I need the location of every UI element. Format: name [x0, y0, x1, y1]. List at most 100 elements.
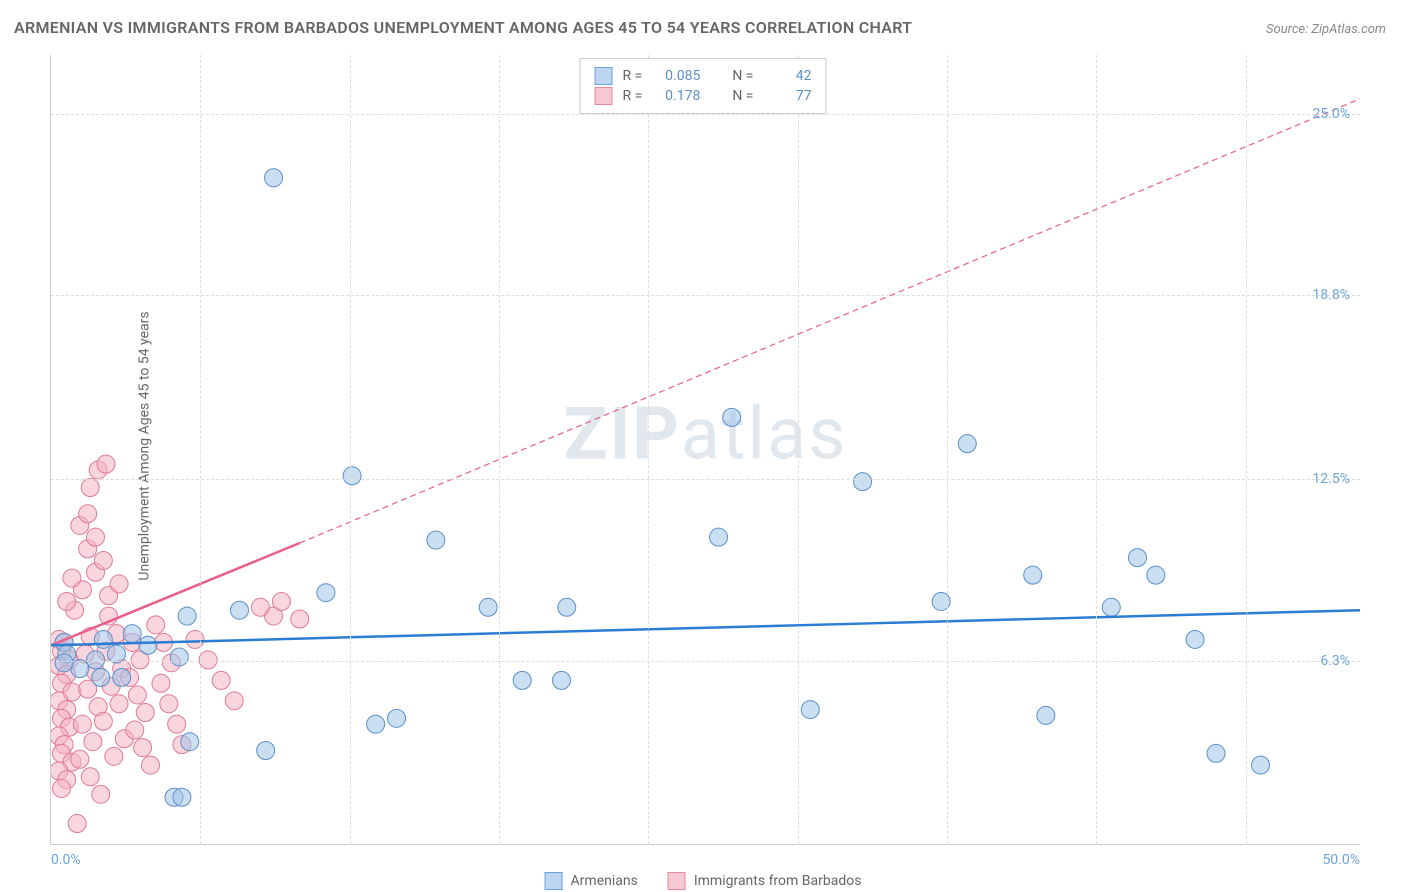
series-label: Immigrants from Barbados: [694, 873, 862, 889]
chart-title: ARMENIAN VS IMMIGRANTS FROM BARBADOS UNE…: [14, 18, 912, 37]
n-value: 77: [763, 88, 811, 104]
n-label: N =: [732, 68, 753, 84]
gridline-vertical: [648, 55, 649, 844]
data-point: [958, 435, 976, 453]
data-point: [723, 408, 741, 426]
data-point: [128, 686, 146, 704]
correlation-legend-row: R = 0.085 N = 42: [595, 67, 812, 85]
data-point: [55, 654, 73, 672]
data-point: [134, 739, 152, 757]
data-point: [1128, 549, 1146, 567]
data-point: [173, 788, 191, 806]
data-point: [257, 742, 275, 760]
data-point: [212, 671, 230, 689]
data-point: [553, 671, 571, 689]
y-tick-label: 6.3%: [1320, 653, 1350, 669]
data-point: [152, 674, 170, 692]
data-point: [110, 575, 128, 593]
x-tick-label: 50.0%: [1322, 852, 1360, 868]
data-point: [71, 750, 89, 768]
data-point: [63, 569, 81, 587]
data-point: [558, 598, 576, 616]
data-point: [1037, 706, 1055, 724]
data-point: [854, 473, 872, 491]
data-point: [317, 584, 335, 602]
r-label: R =: [623, 68, 643, 84]
x-tick-label: 0.0%: [51, 852, 81, 868]
data-point: [272, 592, 290, 610]
data-point: [141, 756, 159, 774]
legend-swatch: [595, 87, 613, 105]
data-point: [160, 695, 178, 713]
data-point: [123, 625, 141, 643]
data-point: [1102, 598, 1120, 616]
data-point: [367, 715, 385, 733]
data-point: [710, 528, 728, 546]
source-attribution: Source: ZipAtlas.com: [1266, 22, 1386, 37]
data-point: [388, 709, 406, 727]
data-point: [343, 467, 361, 485]
regression-line: [300, 99, 1360, 543]
correlation-legend: R = 0.085 N = 42 R = 0.178 N = 77: [580, 58, 827, 114]
data-point: [81, 479, 99, 497]
legend-swatch: [595, 67, 613, 85]
series-legend-item: Immigrants from Barbados: [668, 872, 862, 890]
data-point: [1207, 744, 1225, 762]
gridline-vertical: [200, 55, 201, 844]
data-point: [97, 455, 115, 473]
series-label: Armenians: [571, 873, 638, 889]
data-point: [110, 695, 128, 713]
data-point: [84, 733, 102, 751]
y-tick-label: 18.8%: [1312, 287, 1350, 303]
gridline-horizontal: [51, 479, 1360, 480]
data-point: [94, 552, 112, 570]
data-point: [1024, 566, 1042, 584]
correlation-chart: ARMENIAN VS IMMIGRANTS FROM BARBADOS UNE…: [0, 0, 1406, 892]
data-point: [181, 733, 199, 751]
data-point: [68, 815, 86, 833]
r-value: 0.085: [652, 68, 700, 84]
data-point: [136, 704, 154, 722]
data-point: [801, 701, 819, 719]
plot-svg: [51, 55, 1360, 844]
r-value: 0.178: [652, 88, 700, 104]
gridline-horizontal: [51, 295, 1360, 296]
gridline-horizontal: [51, 661, 1360, 662]
data-point: [79, 505, 97, 523]
data-point: [168, 715, 186, 733]
data-point: [291, 610, 309, 628]
data-point: [52, 779, 70, 797]
data-point: [225, 692, 243, 710]
data-point: [1252, 756, 1270, 774]
data-point: [231, 601, 249, 619]
data-point: [58, 592, 76, 610]
legend-swatch: [545, 872, 563, 890]
gridline-vertical: [350, 55, 351, 844]
gridline-vertical: [798, 55, 799, 844]
correlation-legend-row: R = 0.178 N = 77: [595, 87, 812, 105]
gridline-vertical: [1246, 55, 1247, 844]
data-point: [94, 630, 112, 648]
gridline-vertical: [1096, 55, 1097, 844]
data-point: [170, 648, 188, 666]
data-point: [1147, 566, 1165, 584]
data-point: [479, 598, 497, 616]
data-point: [94, 712, 112, 730]
data-point: [87, 528, 105, 546]
data-point: [147, 616, 165, 634]
data-point: [513, 671, 531, 689]
r-label: R =: [623, 88, 643, 104]
data-point: [73, 715, 91, 733]
n-value: 42: [763, 68, 811, 84]
n-label: N =: [732, 88, 753, 104]
plot-area: ZIPatlas 6.3%12.5%18.8%25.0%0.0%50.0%: [50, 55, 1360, 845]
legend-swatch: [668, 872, 686, 890]
data-point: [81, 768, 99, 786]
data-point: [105, 747, 123, 765]
data-point: [92, 668, 110, 686]
data-point: [126, 721, 144, 739]
data-point: [178, 607, 196, 625]
data-point: [251, 598, 269, 616]
gridline-vertical: [499, 55, 500, 844]
data-point: [139, 636, 157, 654]
